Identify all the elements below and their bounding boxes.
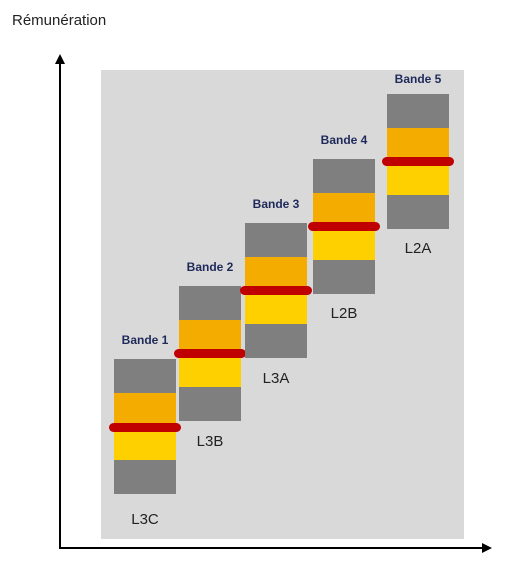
band-5-title: Bande 5	[394, 72, 442, 86]
band-2-top-segment	[179, 286, 241, 320]
y-axis-label: Rémunération	[12, 12, 107, 29]
band-5-lower-segment	[387, 162, 449, 195]
y-axis-arrow-icon	[55, 54, 65, 64]
band-2-level: L3B	[196, 433, 224, 450]
band-1-level: L3C	[131, 511, 159, 528]
band-1-lower-segment	[114, 427, 176, 460]
band-2-lower-segment	[179, 354, 241, 387]
x-axis-arrow-icon	[482, 543, 492, 553]
band-2-upper-segment	[179, 320, 241, 354]
band-3-level: L3A	[262, 370, 290, 387]
band-4-top-segment	[313, 159, 375, 193]
band-4-lower-segment	[313, 227, 375, 260]
band-1-bottom-segment	[114, 460, 176, 494]
band-5-level: L2A	[404, 240, 432, 257]
x-axis-line	[59, 547, 483, 549]
band-4-midpoint-marker	[308, 222, 380, 231]
band-3-title: Bande 3	[252, 197, 300, 211]
band-3: Bande 3 L3A	[240, 197, 312, 387]
band-1-top-segment	[114, 359, 176, 393]
band-2: Bande 2 L3B	[174, 260, 246, 450]
band-1: Bande 1 L3C	[109, 333, 181, 528]
band-5: Bande 5 L2A	[382, 72, 454, 257]
band-2-title: Bande 2	[186, 260, 234, 274]
band-5-bottom-segment	[387, 195, 449, 229]
band-1-upper-segment	[114, 393, 176, 427]
band-4-level: L2B	[330, 305, 358, 322]
y-axis-line	[59, 62, 61, 548]
band-3-lower-segment	[245, 291, 307, 324]
band-3-top-segment	[245, 223, 307, 257]
band-1-midpoint-marker	[109, 423, 181, 432]
band-1-title: Bande 1	[121, 333, 169, 347]
band-4-bottom-segment	[313, 260, 375, 294]
band-3-bottom-segment	[245, 324, 307, 358]
band-5-top-segment	[387, 94, 449, 128]
band-2-bottom-segment	[179, 387, 241, 421]
band-4: Bande 4 L2B	[308, 133, 380, 322]
band-4-upper-segment	[313, 193, 375, 227]
band-2-midpoint-marker	[174, 349, 246, 358]
band-5-upper-segment	[387, 128, 449, 162]
band-3-midpoint-marker	[240, 286, 312, 295]
diagram-panel: Bande 1 L3C Bande 2 L3B Bande 3 L3A Band…	[101, 70, 464, 539]
band-4-title: Bande 4	[320, 133, 368, 147]
band-3-upper-segment	[245, 257, 307, 291]
band-5-midpoint-marker	[382, 157, 454, 166]
